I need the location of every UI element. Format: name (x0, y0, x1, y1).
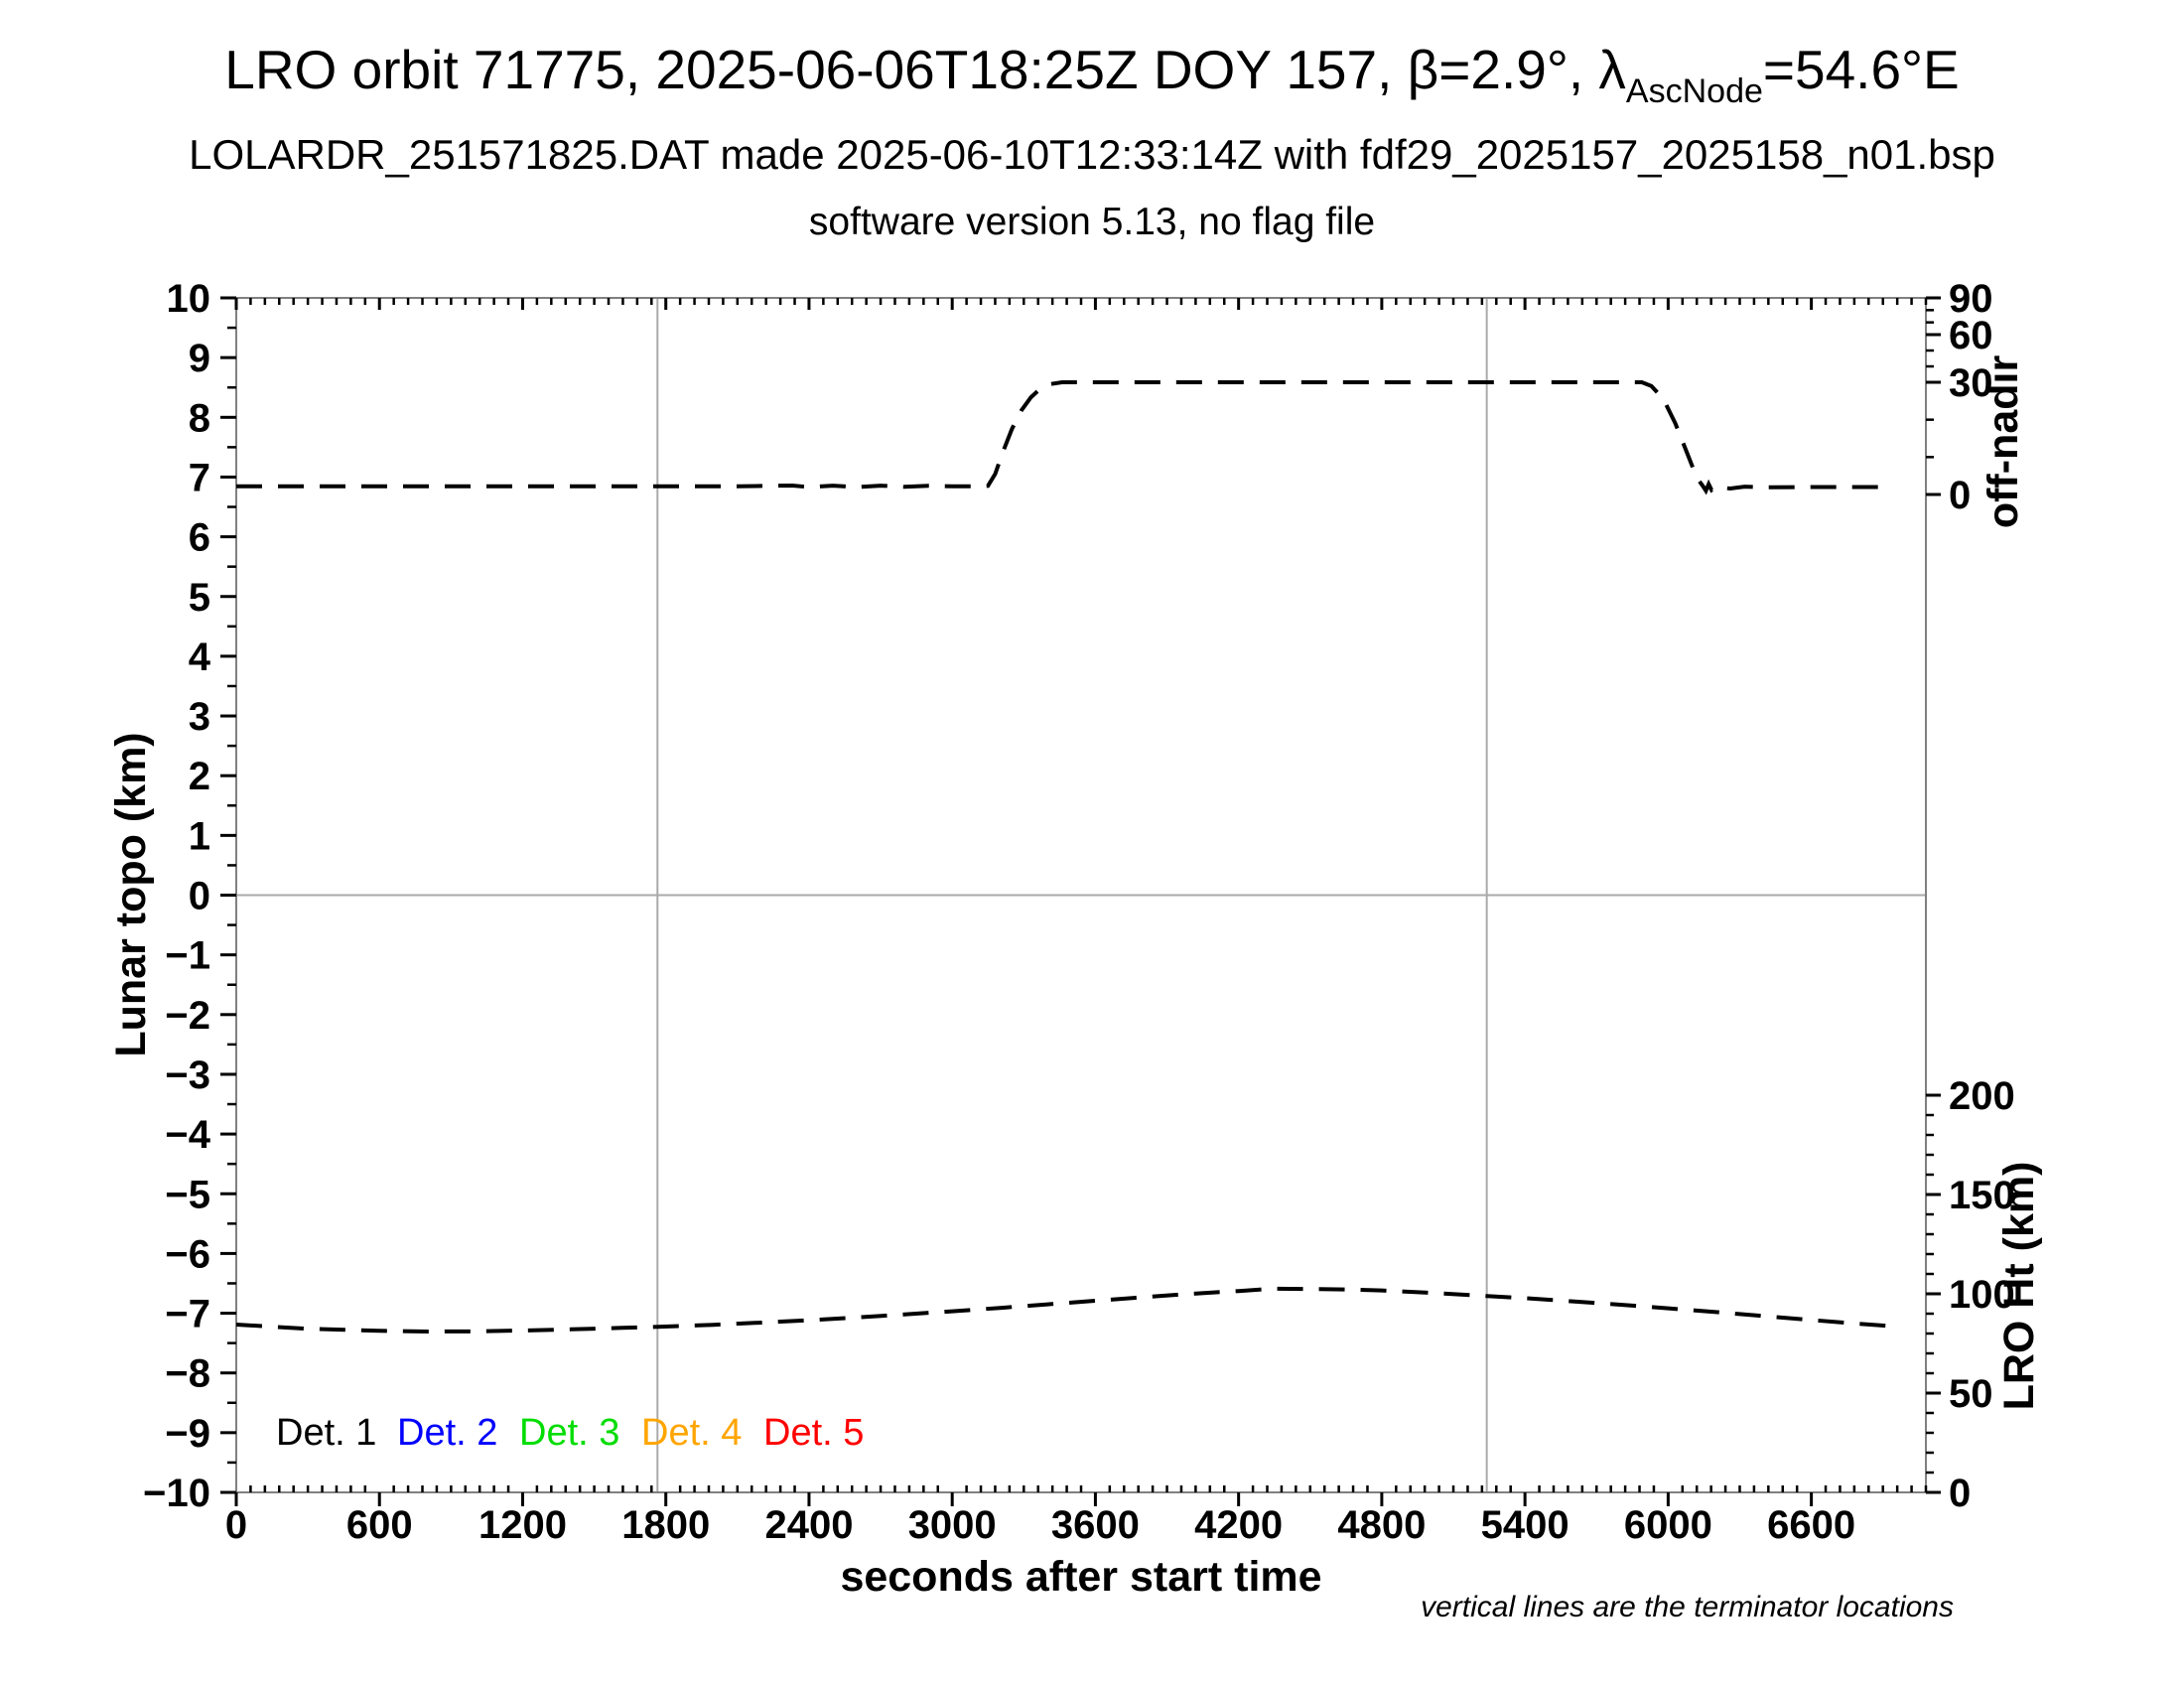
legend-det-2: Det. 2 (397, 1412, 497, 1454)
off-nadir-tick-label: 60 (1949, 314, 1993, 357)
lro-ht-tick-label: 0 (1949, 1472, 1971, 1515)
x-tick-label: 3600 (1051, 1503, 1140, 1547)
chart-title-suffix: =54.6°E (1762, 39, 1960, 100)
chart-title-subscript: AscNode (1625, 72, 1763, 110)
y-left-tick-label: 4 (189, 635, 211, 679)
lro-ht-tick-label: 200 (1949, 1074, 2015, 1118)
y-left-tick-label: 2 (189, 755, 210, 798)
data-curve (235, 1286, 1891, 1335)
off-nadir-tick-label: 90 (1949, 277, 1993, 321)
terminator-footnote: vertical lines are the terminator locati… (1421, 1591, 1954, 1623)
y-left-tick-label: 7 (189, 456, 210, 499)
x-axis-ticks: 0 600 1200 1800 2400 3000 3600 4200 4800 5400 6000… (225, 298, 1928, 1547)
y-left-tick-label: 9 (189, 337, 210, 380)
x-tick-label: 6000 (1624, 1503, 1712, 1547)
x-tick-label: 0 (225, 1503, 247, 1547)
series-off-nadir (236, 380, 1890, 495)
y-left-tick-label: −2 (165, 994, 210, 1038)
chart-subtitle-file: LOLARDR_251571825.DAT made 2025-06-10T12… (189, 131, 1995, 178)
lro-ht-tick-label: 150 (1949, 1174, 2015, 1217)
y-right-bottom-axis-title: LRO Ht (km) (1995, 1162, 2043, 1411)
legend-det-1: Det. 1 (276, 1412, 376, 1454)
chart-title-main: LRO orbit 71775, 2025-06-06T18:25Z DOY 1… (224, 39, 1626, 100)
legend-det-3: Det. 3 (519, 1412, 619, 1454)
reference-lines (236, 298, 1926, 1492)
y-left-tick-label: −1 (165, 934, 210, 978)
x-tick-label: 4800 (1337, 1503, 1426, 1547)
x-tick-label: 1200 (478, 1503, 567, 1547)
x-tick-label: 600 (346, 1503, 413, 1547)
chart-subtitle-version: software version 5.13, no flag file (808, 201, 1376, 243)
y-left-axis-title: Lunar topo (km) (107, 732, 155, 1056)
chart-title: LRO orbit 71775, 2025-06-06T18:25Z DOY 1… (0, 38, 2184, 111)
off-nadir-tick-label: 30 (1949, 361, 1993, 405)
y-left-tick-label: 10 (167, 277, 211, 321)
lro-ht-tick-label: 100 (1949, 1273, 2015, 1317)
y-left-tick-label: 5 (189, 576, 210, 620)
x-axis-title: seconds after start time (840, 1553, 1321, 1601)
x-tick-label: 4200 (1194, 1503, 1283, 1547)
x-tick-label: 2400 (764, 1503, 853, 1547)
x-tick-label: 5400 (1481, 1503, 1570, 1547)
lro-ht-ticks: 200 150 100 50 0 (1926, 1074, 2015, 1515)
off-nadir-tick-label: 0 (1949, 474, 1971, 517)
x-tick-label: 6600 (1767, 1503, 1855, 1547)
y-left-tick-label: −9 (165, 1412, 210, 1456)
y-left-tick-label: −4 (165, 1113, 210, 1157)
legend-det-5: Det. 5 (763, 1412, 864, 1454)
x-tick-label: 3000 (908, 1503, 997, 1547)
x-tick-label: 1800 (621, 1503, 710, 1547)
y-left-tick-label: 8 (189, 396, 210, 440)
lro-ht-tick-label: 50 (1949, 1372, 1993, 1416)
y-left-tick-label: 3 (189, 695, 210, 739)
y-left-tick-label: 6 (189, 516, 210, 560)
legend-det-4: Det. 4 (641, 1412, 742, 1454)
y-left-tick-label: −10 (143, 1472, 210, 1515)
y-left-tick-label: −3 (165, 1054, 210, 1097)
y-left-tick-label: 0 (189, 875, 210, 918)
data-curve (236, 380, 1890, 495)
plot-generated-layers: 0 600 1200 1800 2400 3000 3600 4200 4800 5400 6000… (143, 277, 2015, 1547)
series-lro-height (235, 1286, 1891, 1335)
y-left-tick-label: −7 (165, 1293, 210, 1336)
y-left-tick-label: −8 (165, 1352, 210, 1396)
y-right-top-axis-title: off-nadir (1979, 355, 2027, 529)
y-left-tick-label: 1 (189, 814, 210, 858)
y-left-tick-label: −5 (165, 1173, 210, 1216)
y-left-tick-label: −6 (165, 1232, 210, 1276)
